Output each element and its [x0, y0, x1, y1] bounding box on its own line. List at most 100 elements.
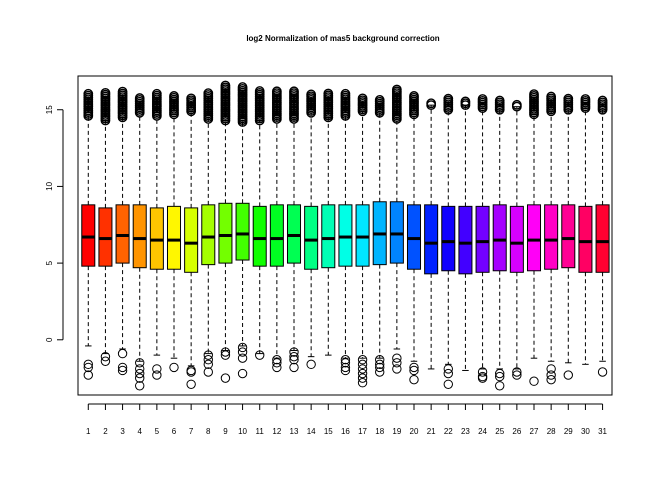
outlier-point	[306, 359, 316, 370]
x-tick-label: 29	[564, 427, 573, 436]
iqr-box	[132, 204, 147, 269]
plot-area	[81, 80, 610, 391]
y-tick-label: 0	[45, 337, 54, 342]
outlier-point	[357, 359, 368, 370]
box-22	[441, 93, 456, 389]
outlier-point	[357, 355, 368, 365]
outlier-point	[443, 93, 454, 104]
outlier-point	[546, 374, 556, 385]
outlier-point	[254, 86, 265, 96]
box-12	[269, 86, 284, 373]
x-tick-label: 23	[461, 427, 470, 436]
x-tick-label: 12	[272, 427, 281, 436]
x-tick-label: 30	[581, 427, 590, 436]
box-16	[338, 88, 353, 376]
outlier-point	[237, 368, 248, 379]
iqr-box	[98, 207, 113, 267]
x-tick-label: 26	[512, 427, 521, 436]
box-29	[561, 93, 576, 380]
iqr-box	[561, 204, 576, 269]
outlier-point	[237, 353, 248, 363]
box-17	[355, 93, 370, 388]
box-1	[81, 88, 96, 380]
outlier-point	[495, 368, 505, 379]
box-30	[578, 94, 593, 365]
outlier-point	[100, 351, 111, 362]
iqr-box	[201, 204, 216, 266]
outlier-point	[392, 358, 402, 368]
outlier-point	[203, 355, 213, 365]
box-21	[424, 98, 439, 370]
outlier-point	[186, 379, 196, 389]
iqr-box	[184, 207, 199, 273]
outlier-point	[546, 91, 557, 102]
iqr-box	[218, 202, 233, 264]
outlier-point	[289, 362, 299, 373]
outlier-point	[289, 351, 299, 362]
outlier-point	[220, 347, 231, 357]
outlier-point	[203, 359, 213, 370]
box-2	[98, 87, 113, 366]
outlier-point	[220, 373, 231, 383]
outlier-point	[220, 80, 231, 91]
x-tick-label: 31	[598, 427, 607, 436]
box-11	[252, 86, 267, 360]
box-20	[406, 91, 422, 385]
outlier-point	[83, 359, 93, 370]
x-tick-label: 24	[478, 427, 487, 436]
iqr-box	[321, 204, 336, 269]
outlier-point	[512, 367, 522, 377]
x-tick-label: 15	[324, 427, 333, 436]
outlier-point	[134, 93, 145, 103]
outlier-point	[580, 94, 591, 104]
outlier-point	[100, 87, 111, 98]
outlier-point	[83, 88, 94, 99]
outlier-point	[409, 91, 419, 101]
outlier-point	[289, 347, 299, 357]
outlier-point	[340, 358, 351, 368]
iqr-box	[544, 204, 559, 270]
outlier-point	[135, 364, 145, 374]
outlier-point	[237, 82, 248, 92]
outlier-point	[135, 381, 145, 391]
outlier-point	[340, 362, 351, 373]
outlier-point	[426, 98, 437, 109]
x-tick-label: 17	[358, 427, 367, 436]
x-tick-label: 18	[375, 427, 384, 436]
outlier-point	[272, 358, 282, 368]
outlier-point	[495, 371, 505, 382]
x-tick-label: 10	[238, 427, 247, 436]
outlier-point	[220, 350, 231, 360]
outlier-point	[409, 374, 419, 385]
outlier-point	[117, 362, 128, 373]
plot-frame	[77, 75, 613, 396]
iqr-box	[578, 205, 593, 273]
outlier-point	[477, 367, 488, 377]
box-3	[115, 86, 130, 376]
outlier-point	[340, 365, 351, 376]
x-tick-label: 2	[103, 427, 108, 436]
x-tick-label: 27	[530, 427, 539, 436]
box-27	[526, 89, 542, 386]
x-tick-label: 5	[155, 427, 160, 436]
outlier-point	[443, 364, 453, 374]
outlier-point	[494, 95, 505, 106]
outlier-point	[237, 347, 248, 357]
outlier-point	[203, 367, 213, 377]
y-tick-label: 10	[45, 181, 54, 190]
box-4	[132, 93, 147, 391]
x-tick-label: 3	[120, 427, 125, 436]
outlier-point	[477, 94, 488, 104]
outlier-point	[357, 368, 368, 379]
outlier-point	[375, 367, 385, 377]
box-9	[218, 80, 233, 383]
outlier-point	[151, 88, 162, 99]
outlier-point	[340, 355, 351, 365]
x-tick-label: 6	[172, 427, 177, 436]
x-tick-label: 22	[444, 427, 453, 436]
iqr-box	[475, 205, 490, 273]
outlier-point	[306, 89, 317, 100]
outlier-point	[100, 356, 111, 366]
outlier-point	[443, 368, 453, 379]
outlier-point	[83, 370, 93, 380]
